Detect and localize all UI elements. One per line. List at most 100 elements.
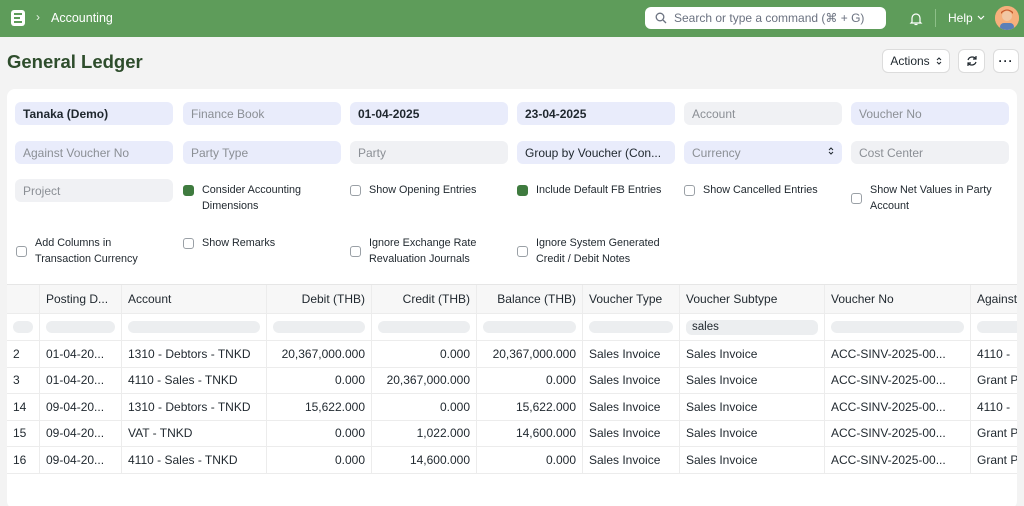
header-voucher-subtype[interactable]: Voucher Subtype: [680, 285, 825, 313]
header-against[interactable]: Against: [977, 292, 1017, 306]
checkbox-include-default-fb-entries[interactable]: Include Default FB Entries: [517, 182, 661, 198]
cell-posting-date[interactable]: 01-04-20...: [40, 367, 122, 393]
header-posting-date[interactable]: Posting D...: [40, 285, 122, 313]
party-type-field[interactable]: Party Type: [183, 141, 341, 164]
currency-select[interactable]: Currency: [684, 141, 842, 164]
cell-voucher-type[interactable]: Sales Invoice: [583, 341, 680, 367]
cell-voucher-no[interactable]: ACC-SINV-2025-00...: [825, 447, 971, 473]
header-debit[interactable]: Debit (THB): [267, 285, 372, 313]
cost-center-field[interactable]: Cost Center: [851, 141, 1009, 164]
header-credit[interactable]: Credit (THB): [372, 285, 477, 313]
cell-voucher-type[interactable]: Sales Invoice: [583, 420, 680, 446]
cell-debit[interactable]: 0.000: [267, 367, 372, 393]
cell-credit[interactable]: 0.000: [372, 394, 477, 420]
cell-against[interactable]: 4110 -: [977, 399, 1011, 414]
cell-credit[interactable]: 1,022.000: [372, 420, 477, 446]
cell-row-index[interactable]: 3: [7, 367, 40, 393]
cell-voucher-type[interactable]: Sales Invoice: [583, 367, 680, 393]
filter-cell[interactable]: [825, 314, 971, 340]
from-date-field[interactable]: 01-04-2025: [350, 102, 508, 125]
checkbox-show-cancelled-entries[interactable]: Show Cancelled Entries: [684, 182, 818, 198]
cell-row-index[interactable]: 14: [7, 394, 40, 420]
cell-debit[interactable]: 0.000: [267, 447, 372, 473]
checkbox-box[interactable]: [183, 185, 194, 196]
table-row[interactable]: 2 01-04-20... 1310 - Debtors - TNKD 20,367,…: [7, 341, 1017, 368]
cell-credit[interactable]: 20,367,000.000: [372, 367, 477, 393]
company-field[interactable]: Tanaka (Demo): [15, 102, 173, 125]
group-by-select[interactable]: Group by Voucher (Con...: [517, 141, 675, 164]
filter-cell[interactable]: [122, 314, 267, 340]
search-bar[interactable]: Search or type a command (⌘ + G): [645, 7, 886, 29]
user-avatar[interactable]: [995, 6, 1019, 30]
against-voucher-no-field[interactable]: Against Voucher No: [15, 141, 173, 164]
cell-debit[interactable]: 15,622.000: [267, 394, 372, 420]
cell-voucher-no[interactable]: ACC-SINV-2025-00...: [825, 367, 971, 393]
checkbox-box[interactable]: [16, 245, 27, 257]
table-row[interactable]: 15 09-04-20... VAT - TNKD 0.000 1,022.000 14,…: [7, 420, 1017, 447]
cell-voucher-type[interactable]: Sales Invoice: [583, 394, 680, 420]
cell-posting-date[interactable]: 01-04-20...: [40, 341, 122, 367]
cell-balance[interactable]: 0.000: [477, 367, 583, 393]
account-field[interactable]: Account: [684, 102, 842, 125]
cell-account[interactable]: VAT - TNKD: [122, 420, 267, 446]
checkbox-show-net-values[interactable]: Show Net Values in Party Account: [851, 182, 992, 214]
table-row[interactable]: 14 09-04-20... 1310 - Debtors - TNKD 15,622…: [7, 394, 1017, 421]
checkbox-box[interactable]: [684, 185, 695, 196]
filter-cell[interactable]: [40, 314, 122, 340]
cell-account[interactable]: 4110 - Sales - TNKD: [122, 447, 267, 473]
cell-against[interactable]: Grant P: [977, 373, 1017, 388]
refresh-button[interactable]: [958, 49, 985, 73]
more-button[interactable]: ···: [993, 49, 1019, 73]
party-field[interactable]: Party: [350, 141, 508, 164]
cell-debit[interactable]: 20,367,000.000: [267, 341, 372, 367]
cell-voucher-subtype[interactable]: Sales Invoice: [680, 341, 825, 367]
cell-row-index[interactable]: 2: [7, 341, 40, 367]
checkbox-show-remarks[interactable]: Show Remarks: [183, 235, 275, 251]
cell-account[interactable]: 1310 - Debtors - TNKD: [122, 394, 267, 420]
project-field[interactable]: Project: [15, 179, 173, 202]
cell-debit[interactable]: 0.000: [267, 420, 372, 446]
cell-voucher-subtype[interactable]: Sales Invoice: [680, 447, 825, 473]
actions-button[interactable]: Actions: [882, 49, 950, 73]
cell-against[interactable]: 4110 -: [977, 346, 1011, 361]
filter-cell[interactable]: [583, 314, 680, 340]
checkbox-consider-accounting-dimensions[interactable]: Consider Accounting Dimensions: [183, 182, 301, 214]
table-row[interactable]: 3 01-04-20... 4110 - Sales - TNKD 0.000 20,3…: [7, 367, 1017, 394]
to-date-field[interactable]: 23-04-2025: [517, 102, 675, 125]
cell-balance[interactable]: 15,622.000: [477, 394, 583, 420]
header-account[interactable]: Account: [122, 285, 267, 313]
cell-voucher-no[interactable]: ACC-SINV-2025-00...: [825, 341, 971, 367]
checkbox-box[interactable]: [183, 238, 194, 249]
voucher-no-field[interactable]: Voucher No: [851, 102, 1009, 125]
header-balance[interactable]: Balance (THB): [477, 285, 583, 313]
cell-voucher-no[interactable]: ACC-SINV-2025-00...: [825, 394, 971, 420]
cell-posting-date[interactable]: 09-04-20...: [40, 447, 122, 473]
filter-cell[interactable]: [267, 314, 372, 340]
checkbox-box[interactable]: [350, 185, 361, 196]
cell-posting-date[interactable]: 09-04-20...: [40, 394, 122, 420]
cell-against[interactable]: Grant P: [977, 452, 1017, 467]
checkbox-box[interactable]: [851, 192, 862, 204]
notification-bell-icon[interactable]: [909, 11, 923, 26]
checkbox-add-columns-transaction-currency[interactable]: Add Columns in Transaction Currency: [16, 235, 138, 267]
cell-voucher-subtype[interactable]: Sales Invoice: [680, 367, 825, 393]
filter-cell[interactable]: [7, 314, 40, 340]
cell-voucher-subtype[interactable]: Sales Invoice: [680, 420, 825, 446]
breadcrumb-accounting[interactable]: Accounting: [51, 11, 113, 25]
cell-posting-date[interactable]: 09-04-20...: [40, 420, 122, 446]
cell-row-index[interactable]: 16: [7, 447, 40, 473]
cell-account[interactable]: 1310 - Debtors - TNKD: [122, 341, 267, 367]
cell-balance[interactable]: 0.000: [477, 447, 583, 473]
voucher-subtype-filter[interactable]: sales: [680, 314, 825, 340]
filter-cell[interactable]: [971, 314, 1017, 340]
cell-voucher-type[interactable]: Sales Invoice: [583, 447, 680, 473]
cell-credit[interactable]: 0.000: [372, 341, 477, 367]
cell-balance[interactable]: 20,367,000.000: [477, 341, 583, 367]
cell-against[interactable]: Grant P: [977, 426, 1017, 441]
checkbox-ignore-exchange-rate[interactable]: Ignore Exchange Rate Revaluation Journals: [350, 235, 476, 267]
filter-cell[interactable]: [372, 314, 477, 340]
checkbox-box[interactable]: [350, 245, 361, 257]
cell-account[interactable]: 4110 - Sales - TNKD: [122, 367, 267, 393]
checkbox-box[interactable]: [517, 185, 528, 196]
table-row[interactable]: 16 09-04-20... 4110 - Sales - TNKD 0.000 14,…: [7, 447, 1017, 474]
